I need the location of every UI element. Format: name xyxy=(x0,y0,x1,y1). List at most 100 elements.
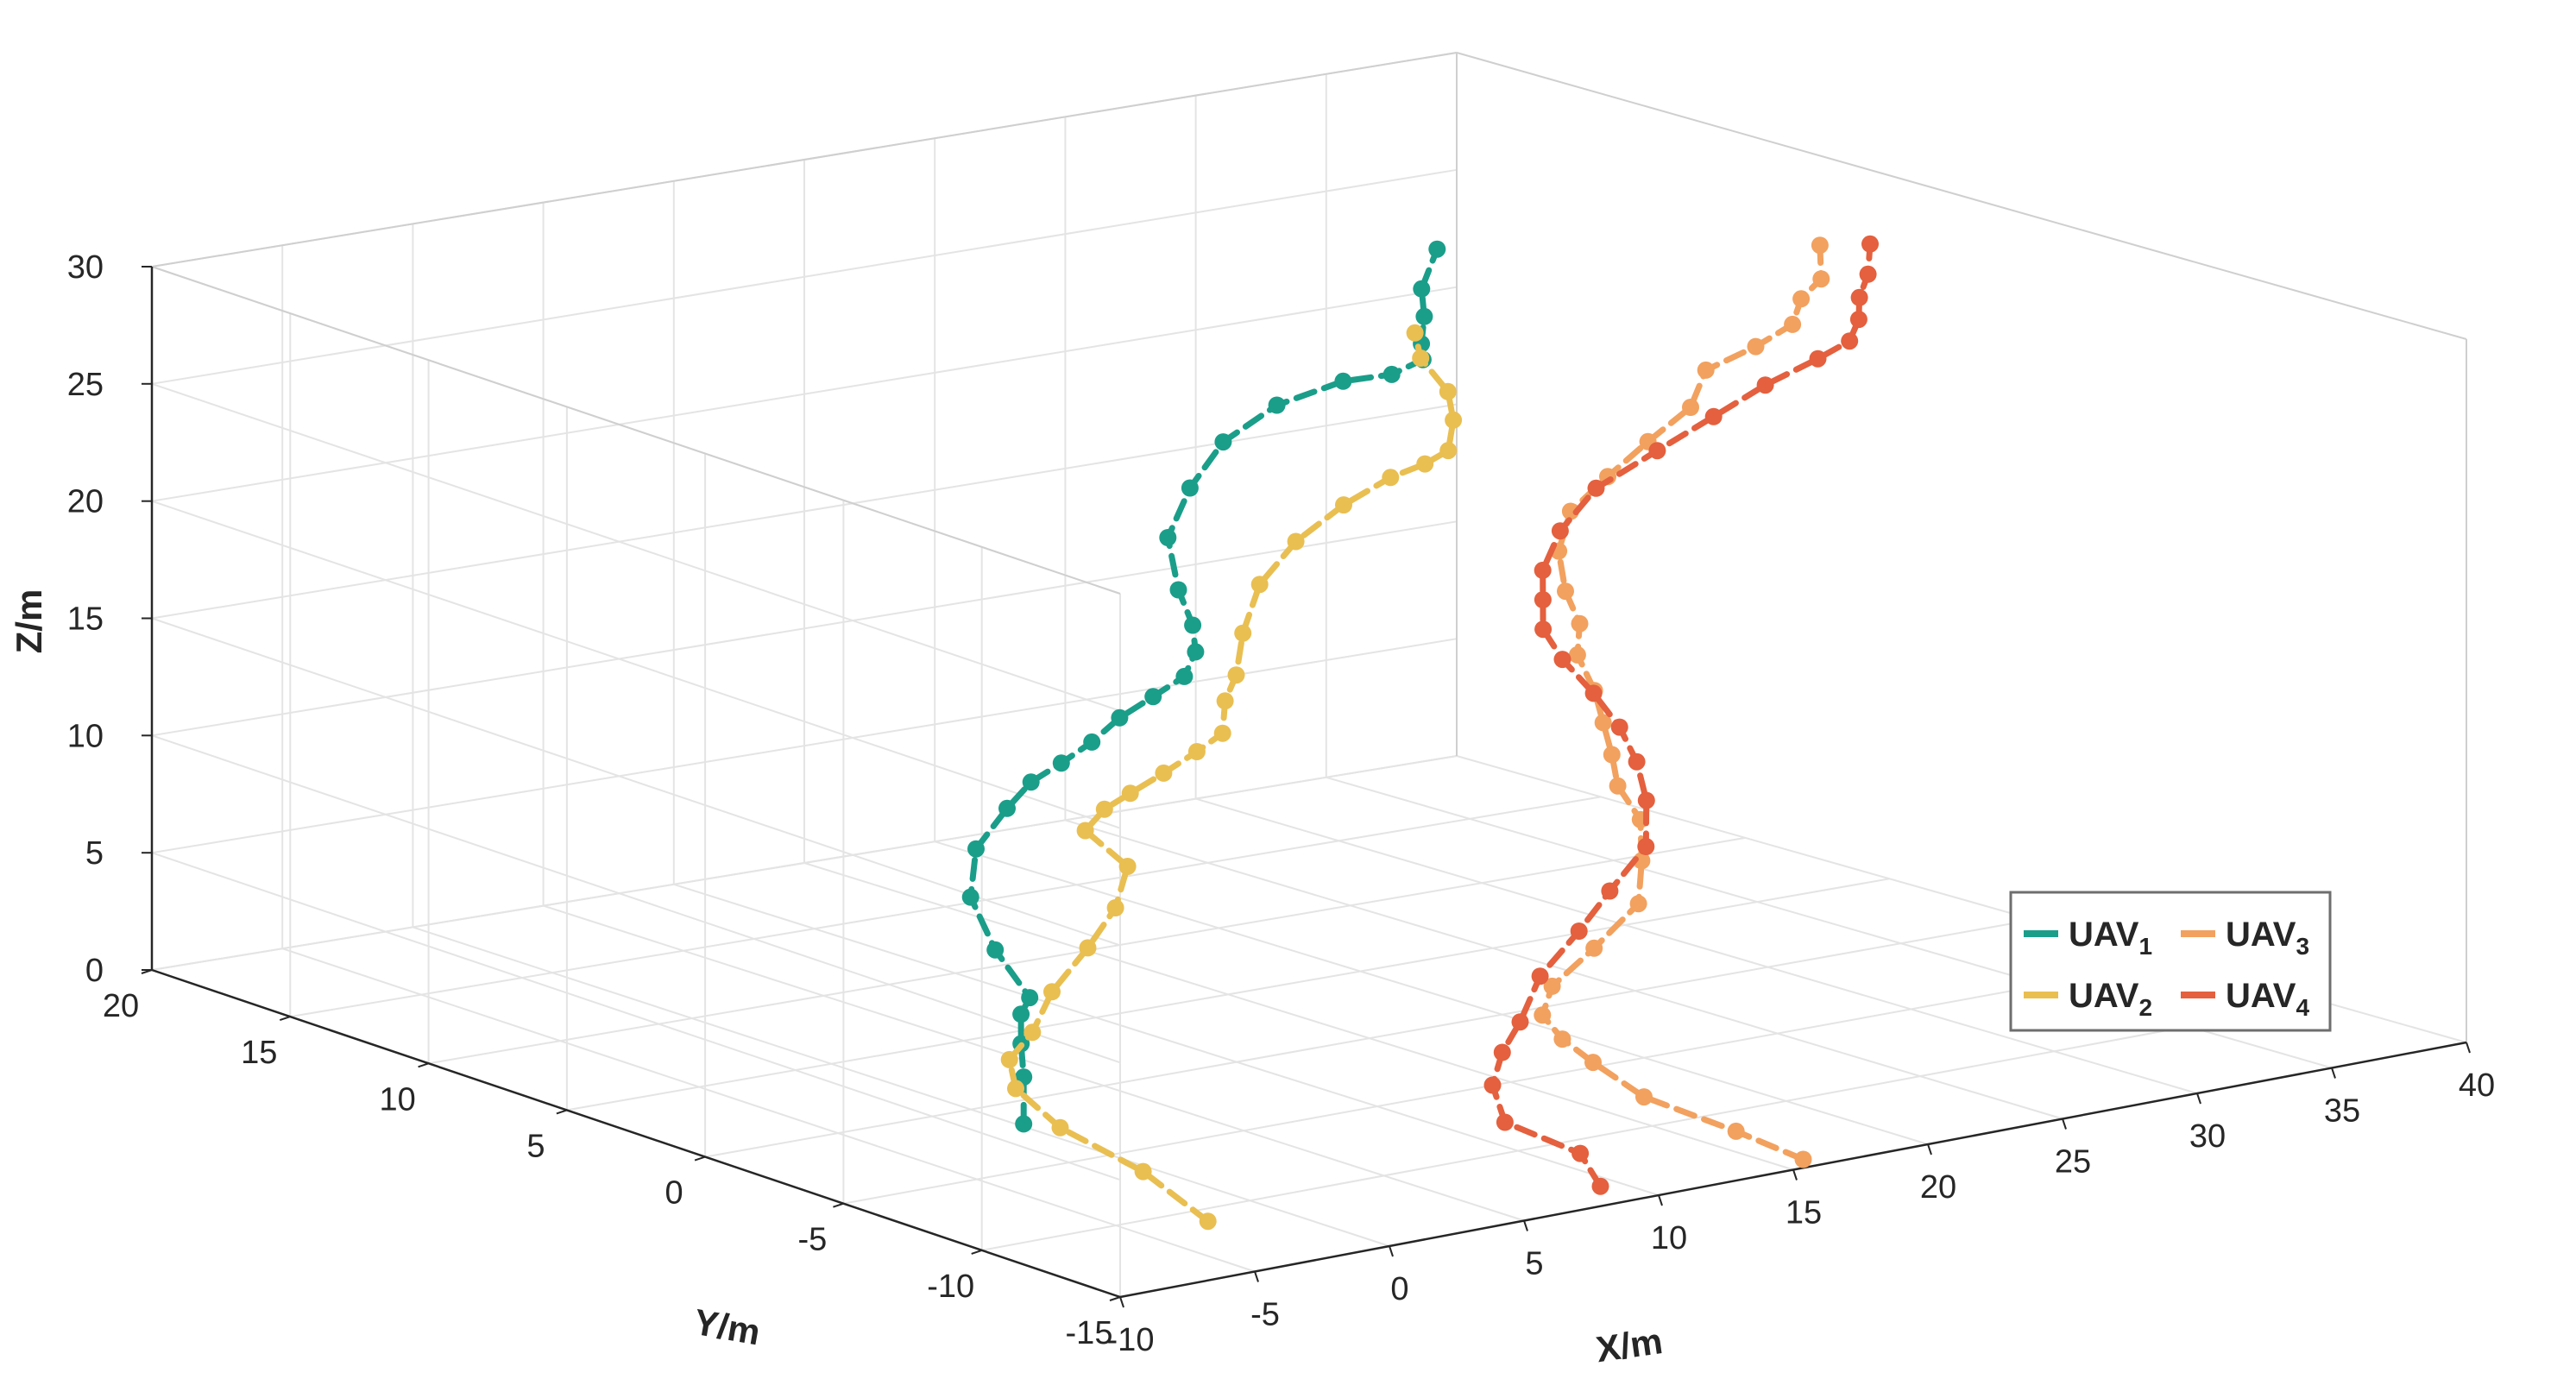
data-point xyxy=(1609,777,1627,795)
data-point xyxy=(1187,643,1205,661)
data-point xyxy=(1213,724,1231,742)
legend-label: UAV3 xyxy=(2226,916,2309,960)
data-point xyxy=(1511,1013,1529,1031)
data-point xyxy=(1015,1115,1033,1133)
data-point xyxy=(1794,1150,1812,1168)
wall-grid-line-z xyxy=(151,520,1458,737)
data-point xyxy=(998,799,1016,817)
z-tick-label: 25 xyxy=(67,367,104,403)
x-tick-mark xyxy=(2062,1118,2067,1130)
data-point xyxy=(1584,684,1603,702)
data-point xyxy=(1792,290,1811,308)
data-point xyxy=(1134,1162,1152,1181)
floor-grid-line-x xyxy=(543,904,1525,1222)
legend-entry-uav4: UAV4 xyxy=(2181,977,2309,1021)
data-point xyxy=(1187,743,1206,760)
data-point xyxy=(1531,967,1549,985)
data-point xyxy=(1571,1144,1590,1162)
legend-entry-uav3: UAV3 xyxy=(2181,916,2309,960)
data-point xyxy=(1022,773,1040,791)
data-point xyxy=(1234,624,1252,642)
legend-label: UAV4 xyxy=(2226,977,2309,1021)
data-point xyxy=(1012,1005,1030,1023)
data-point xyxy=(1000,1050,1018,1068)
data-point xyxy=(1052,754,1070,772)
data-point xyxy=(1023,1023,1042,1042)
y-tick-mark xyxy=(694,1155,706,1162)
data-point xyxy=(1079,939,1097,957)
series-uav1 xyxy=(961,240,1446,1133)
data-point xyxy=(1428,240,1446,258)
data-point xyxy=(1811,236,1829,255)
y-tick-label: 15 xyxy=(241,1035,277,1071)
x-tick-mark xyxy=(1119,1296,1124,1308)
data-point xyxy=(1076,822,1094,840)
legend-entry-uav1: UAV1 xyxy=(2024,916,2152,960)
x-tick-mark xyxy=(1523,1220,1528,1231)
x-tick-label: 20 xyxy=(1920,1169,1956,1206)
x-tick-label: 0 xyxy=(1390,1271,1408,1307)
floor-grid-line-x xyxy=(934,841,1929,1145)
data-point xyxy=(1850,288,1868,306)
y-tick-mark xyxy=(556,1109,568,1115)
data-point xyxy=(1584,1054,1602,1072)
wall-grid-line-z xyxy=(151,168,1458,385)
z-axis-label: Z/m xyxy=(9,589,49,654)
wall-grid-line-z xyxy=(151,617,1121,947)
data-point xyxy=(1587,479,1605,497)
data-point xyxy=(1051,1118,1069,1137)
data-point xyxy=(1144,688,1162,706)
y-tick-label: 20 xyxy=(103,988,139,1024)
data-point xyxy=(1812,270,1830,288)
series-uav2 xyxy=(1000,324,1463,1231)
x-tick-mark xyxy=(1927,1143,1932,1155)
data-point xyxy=(1861,235,1879,253)
data-point xyxy=(1784,315,1802,333)
z-tick-label: 15 xyxy=(67,601,104,638)
box-edge xyxy=(1456,52,2467,340)
data-point xyxy=(1841,332,1859,350)
floor-grid-line-x xyxy=(1065,819,2063,1120)
x-tick-mark xyxy=(2466,1042,2471,1054)
data-point xyxy=(1169,581,1187,599)
y-axis-label: Y/m xyxy=(691,1301,764,1353)
data-point xyxy=(1629,895,1647,913)
data-point xyxy=(1534,561,1552,579)
x-tick-mark xyxy=(1658,1194,1663,1206)
data-point xyxy=(1591,1177,1609,1195)
y-tick-label: 5 xyxy=(526,1128,545,1164)
axis-panes xyxy=(152,756,2466,1297)
floor-grid-line-x xyxy=(673,883,1660,1196)
data-point xyxy=(1859,265,1877,283)
wall-grid-line-z xyxy=(151,852,1121,1181)
data-point xyxy=(1682,399,1699,416)
data-point xyxy=(1648,442,1666,460)
data-point xyxy=(1106,899,1124,916)
tick-labels: -10-50510152025303540-15-10-505101520051… xyxy=(67,249,2495,1358)
wall-grid-line-z xyxy=(151,500,1121,829)
data-point xyxy=(1121,784,1139,803)
data-point xyxy=(1570,922,1588,940)
data-point xyxy=(1561,502,1579,520)
x-tick-label: 40 xyxy=(2459,1067,2495,1104)
legend-label: UAV2 xyxy=(2069,977,2152,1021)
data-point xyxy=(1727,1122,1745,1140)
floor-grid-line-x xyxy=(803,862,1794,1171)
data-point xyxy=(1007,1080,1024,1098)
x-tick-label: 10 xyxy=(1651,1220,1687,1256)
data-point xyxy=(1697,361,1715,379)
y-axis-line xyxy=(151,968,1121,1299)
data-point xyxy=(961,888,979,906)
data-point xyxy=(1095,800,1113,818)
x-tick-label: 25 xyxy=(2055,1144,2091,1181)
wall-grid-line-z xyxy=(151,382,1121,712)
data-point xyxy=(1415,307,1433,325)
wall-grid-line-z xyxy=(151,403,1458,620)
data-point xyxy=(1637,791,1655,809)
data-point xyxy=(1184,616,1202,634)
data-point xyxy=(1382,365,1401,383)
wall-grid-line-z xyxy=(151,755,1458,971)
floor-grid-line-y xyxy=(843,960,2178,1205)
y-tick-mark xyxy=(418,1062,429,1068)
z-tick-label: 10 xyxy=(67,718,104,754)
